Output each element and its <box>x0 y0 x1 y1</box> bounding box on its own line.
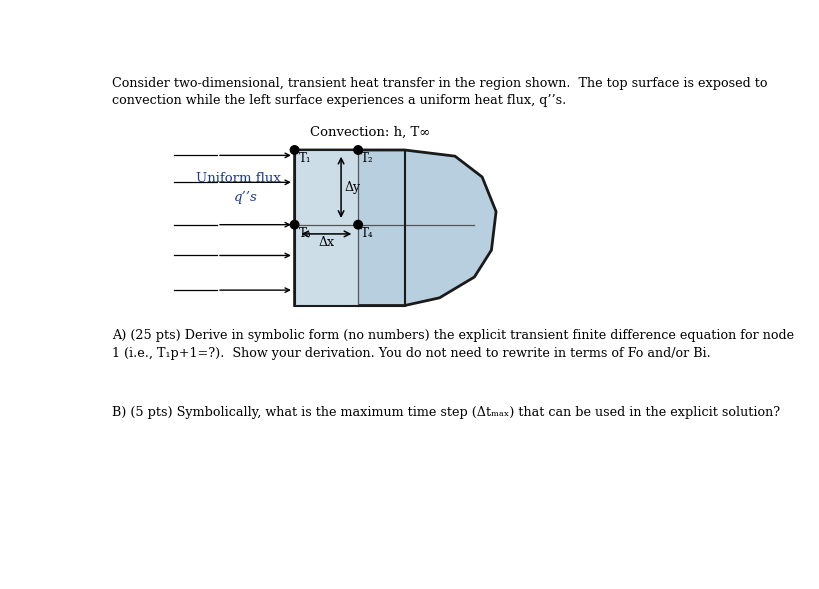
Text: T₁: T₁ <box>298 153 311 166</box>
Text: Δy: Δy <box>344 181 360 194</box>
Text: B) (5 pts) Symbolically, what is the maximum time step (Δtₘₐₓ) that can be used : B) (5 pts) Symbolically, what is the max… <box>111 406 780 419</box>
Text: Consider two-dimensional, transient heat transfer in the region shown.  The top : Consider two-dimensional, transient heat… <box>111 77 767 107</box>
Text: A) (25 pts) Derive in symbolic form (no numbers) the explicit transient finite d: A) (25 pts) Derive in symbolic form (no … <box>111 329 794 360</box>
Polygon shape <box>295 150 358 306</box>
Text: Convection: h, T∞: Convection: h, T∞ <box>310 125 430 138</box>
Text: q’’s: q’’s <box>234 191 258 204</box>
Circle shape <box>354 220 362 229</box>
Circle shape <box>290 220 299 229</box>
Text: Δx: Δx <box>319 236 334 249</box>
Text: T₃: T₃ <box>298 227 311 240</box>
Text: T₂: T₂ <box>361 153 373 166</box>
Text: T₄: T₄ <box>361 227 373 240</box>
Polygon shape <box>295 150 496 306</box>
Circle shape <box>290 145 299 154</box>
Text: Uniform flux: Uniform flux <box>196 172 280 185</box>
Circle shape <box>354 145 362 154</box>
